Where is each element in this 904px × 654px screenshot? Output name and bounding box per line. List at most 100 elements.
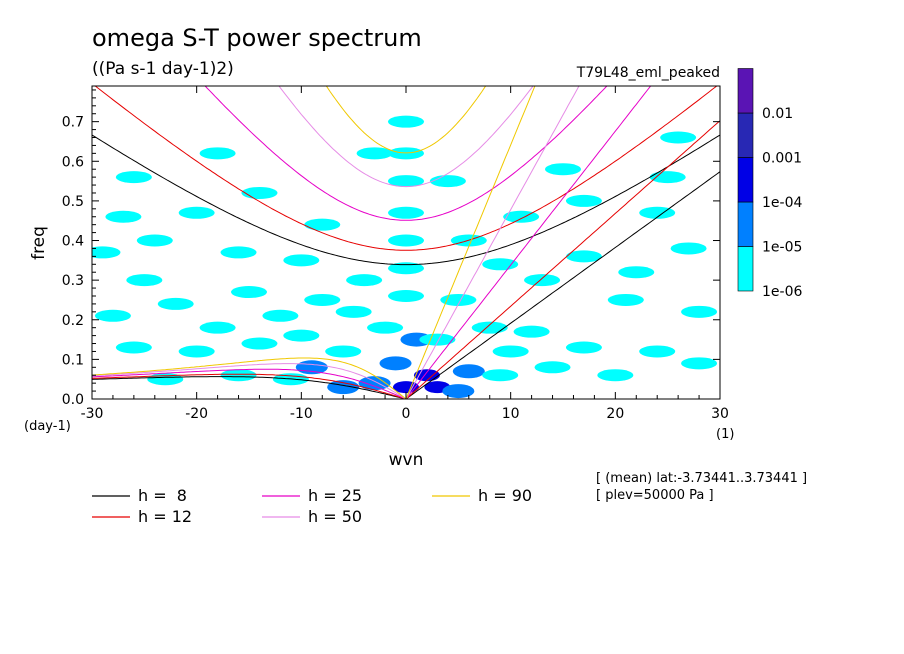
dispersion-curve-h12-1 xyxy=(94,86,718,251)
colorbar-label-4: 0.01 xyxy=(762,106,793,122)
power-contour-36 xyxy=(178,206,215,219)
power-contour-37 xyxy=(241,186,278,199)
y-tick-label-2: 0.2 xyxy=(62,313,84,329)
power-contour-9 xyxy=(295,360,328,375)
colorbar-swatch-2 xyxy=(737,157,754,203)
power-contour-35 xyxy=(105,210,142,223)
power-contour-13 xyxy=(388,234,424,247)
y-tick-label-6: 0.6 xyxy=(62,154,84,170)
colorbar-swatch-4 xyxy=(737,68,754,114)
dispersion-curve-h8-0 xyxy=(405,171,720,399)
legend-label-h50: h = 50 xyxy=(308,507,362,526)
dispersion-curve-h25-1 xyxy=(204,86,608,221)
power-contour-60 xyxy=(670,242,707,255)
power-contour-59 xyxy=(618,266,655,279)
dispersion-curves xyxy=(92,86,720,399)
power-contour-45 xyxy=(440,293,477,306)
colorbar-label-0: 1e-06 xyxy=(762,284,802,300)
colorbar-label-1: 1e-05 xyxy=(762,240,802,256)
x-tick-label-0: -30 xyxy=(81,406,104,422)
power-contour-64 xyxy=(545,163,581,176)
power-contour-66 xyxy=(607,293,644,306)
dispersion-curve-h90-2 xyxy=(92,357,407,399)
chart-subtitle: ((Pa s-1 day-1)2) xyxy=(92,59,234,79)
y-axis-unit: (day-1) xyxy=(24,419,71,434)
power-contour-12 xyxy=(388,206,424,219)
power-contour-22 xyxy=(199,321,236,334)
dispersion-curve-h90-1 xyxy=(325,86,487,154)
power-contour-23 xyxy=(157,297,194,310)
power-contour-40 xyxy=(115,171,152,184)
dispersion-curve-h25-0 xyxy=(405,86,652,399)
x-axis-label: wvn xyxy=(389,450,424,470)
dispersion-curve-h25-2 xyxy=(92,368,407,399)
power-contour-58 xyxy=(565,250,602,263)
power-contour-24 xyxy=(126,274,163,287)
legend: h = 8 h = 12 h = 25 h = 50 h = 90 xyxy=(92,486,532,526)
run-label: T79L48_eml_peaked xyxy=(576,65,720,81)
power-contour-17 xyxy=(367,321,404,334)
y-tick-label-4: 0.4 xyxy=(62,234,84,250)
y-tick-label-5: 0.5 xyxy=(62,194,84,210)
x-tick-label-2: -10 xyxy=(290,406,313,422)
colorbar-swatch-1 xyxy=(737,201,754,247)
power-contour-70 xyxy=(199,147,236,160)
power-contour-47 xyxy=(492,345,529,358)
dispersion-curve-h12-0 xyxy=(405,120,720,399)
power-contour-32 xyxy=(283,254,320,267)
power-contour-38 xyxy=(304,218,341,231)
axis-ticks: -30 -20 -10 0 10 20 30 0.0 0.1 0.2 0.3 0.4 0.5 0.6 0.7 xyxy=(62,86,729,422)
power-contour-25 xyxy=(94,309,131,322)
power-contour-3 xyxy=(379,356,412,371)
legend-label-h90: h = 90 xyxy=(478,486,532,505)
power-contour-19 xyxy=(304,293,341,306)
power-contour-6 xyxy=(442,384,475,399)
power-contour-67 xyxy=(681,305,718,318)
power-contour-7 xyxy=(452,364,485,379)
power-contour-62 xyxy=(565,194,602,207)
power-contour-20 xyxy=(262,309,299,322)
power-contour-57 xyxy=(524,274,561,287)
power-contour-33 xyxy=(220,246,257,259)
power-contour-39 xyxy=(92,246,121,259)
legend-label-h12: h = 12 xyxy=(138,507,192,526)
mean-range-note: [ (mean) lat:-3.73441..3.73441 ] xyxy=(596,471,807,486)
power-contour-11 xyxy=(388,175,424,188)
power-contour-56 xyxy=(482,258,519,271)
y-tick-label-7: 0.7 xyxy=(62,115,84,131)
x-tick-label-1: -20 xyxy=(185,406,208,422)
power-contour-46 xyxy=(471,321,508,334)
y-tick-label-3: 0.3 xyxy=(62,273,84,289)
power-contour-31 xyxy=(346,274,383,287)
power-contour-29 xyxy=(283,329,320,342)
x-tick-label-3: 0 xyxy=(402,406,411,422)
y-tick-label-1: 0.1 xyxy=(62,352,84,368)
colorbar-swatch-3 xyxy=(737,112,754,158)
power-contour-27 xyxy=(178,345,215,358)
power-contour-71 xyxy=(660,131,697,144)
colorbar-label-2: 1e-04 xyxy=(762,195,802,211)
dispersion-curve-h50-1 xyxy=(278,86,534,187)
power-contour-52 xyxy=(597,369,634,382)
power-contour-42 xyxy=(220,369,257,382)
power-contour-63 xyxy=(639,206,676,219)
colorbar-swatch-0 xyxy=(737,246,754,292)
power-contour-28 xyxy=(241,337,278,350)
power-contour-16 xyxy=(388,115,424,128)
power-contour-49 xyxy=(482,369,519,382)
chart-title: omega S-T power spectrum xyxy=(92,24,422,52)
power-contour-4 xyxy=(358,376,391,391)
power-contour-65 xyxy=(649,171,686,184)
colorbar: 1e-06 1e-05 1e-04 0.001 0.01 xyxy=(737,68,802,300)
power-contour-50 xyxy=(534,361,571,374)
power-contour-21 xyxy=(231,286,267,299)
legend-label-h8: h = 8 xyxy=(138,486,187,505)
dispersion-curve-h12-2 xyxy=(92,373,407,399)
x-tick-label-4: 10 xyxy=(502,406,520,422)
colorbar-label-3: 0.001 xyxy=(762,151,802,167)
x-tick-label-5: 20 xyxy=(606,406,624,422)
power-contour-51 xyxy=(565,341,602,354)
legend-label-h25: h = 25 xyxy=(308,486,362,505)
power-contour-14 xyxy=(388,262,424,275)
